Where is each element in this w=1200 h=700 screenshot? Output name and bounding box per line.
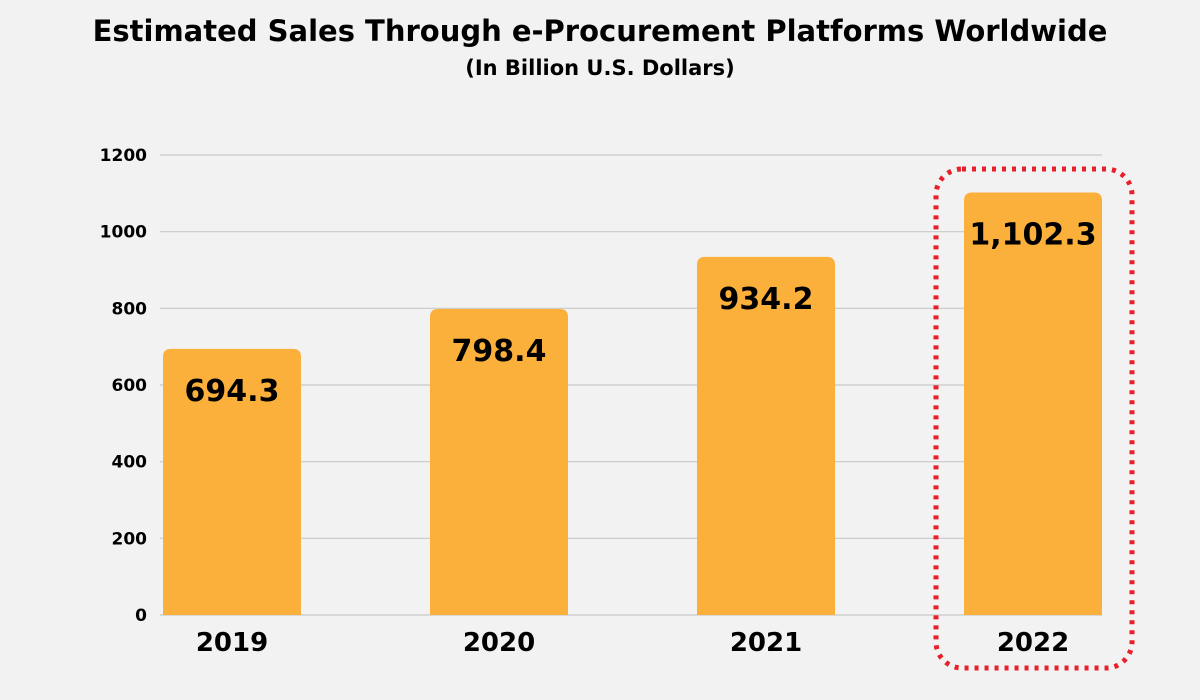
y-tick-label: 1200: [100, 146, 147, 166]
x-tick-label: 2021: [730, 628, 802, 658]
y-tick-label: 1000: [100, 223, 147, 243]
data-label: 694.3: [185, 374, 280, 409]
y-tick-label: 400: [112, 453, 148, 473]
highlight-box: [933, 166, 1135, 671]
x-tick-label: 2019: [196, 628, 268, 658]
chart-subtitle: (In Billion U.S. Dollars): [465, 56, 735, 80]
bar-2020: [430, 308, 568, 615]
data-label: 934.2: [719, 282, 814, 317]
x-tick-label: 2022: [997, 628, 1069, 658]
chart-title: Estimated Sales Through e-Procurement Pl…: [92, 14, 1108, 48]
x-tick-label: 2020: [463, 628, 535, 658]
bar-2019: [163, 348, 301, 615]
y-tick-label: 200: [112, 529, 148, 549]
bar-2021: [697, 256, 835, 615]
y-tick-label: 800: [112, 299, 148, 319]
y-tick-label: 0: [135, 606, 147, 626]
data-label: 1,102.3: [969, 217, 1096, 252]
y-tick-label: 600: [112, 376, 148, 396]
data-label: 798.4: [452, 334, 547, 369]
bar-2022: [964, 192, 1102, 615]
